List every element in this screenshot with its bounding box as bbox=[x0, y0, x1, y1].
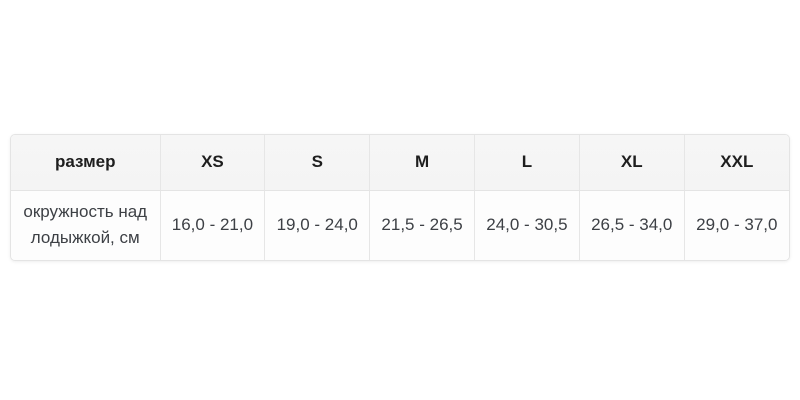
header-cell-m: M bbox=[369, 135, 475, 191]
size-chart-table: размер XS S M L XL XXL окружность над ло… bbox=[11, 135, 789, 260]
table-header-row: размер XS S M L XL XXL bbox=[11, 135, 789, 191]
header-cell-xs: XS bbox=[159, 135, 265, 191]
header-cell-xxl: XXL bbox=[683, 135, 789, 191]
value-cell-xs: 16,0 - 21,0 bbox=[159, 190, 265, 260]
header-cell-s: S bbox=[264, 135, 370, 191]
value-cell-xl: 26,5 - 34,0 bbox=[578, 190, 685, 260]
size-chart-container: размер XS S M L XL XXL окружность над ло… bbox=[10, 134, 790, 261]
value-cell-m: 21,5 - 26,5 bbox=[369, 190, 475, 260]
value-cell-xxl: 29,0 - 37,0 bbox=[683, 190, 789, 260]
header-cell-xl: XL bbox=[578, 135, 685, 191]
header-cell-l: L bbox=[473, 135, 580, 191]
value-cell-l: 24,0 - 30,5 bbox=[473, 190, 580, 260]
table-row-ankle-circumference: окружность над лодыжкой, см 16,0 - 21,0 … bbox=[11, 190, 789, 260]
header-cell-size-label: размер bbox=[11, 135, 160, 191]
row-label-cell: окружность над лодыжкой, см bbox=[11, 190, 160, 260]
value-cell-s: 19,0 - 24,0 bbox=[264, 190, 370, 260]
